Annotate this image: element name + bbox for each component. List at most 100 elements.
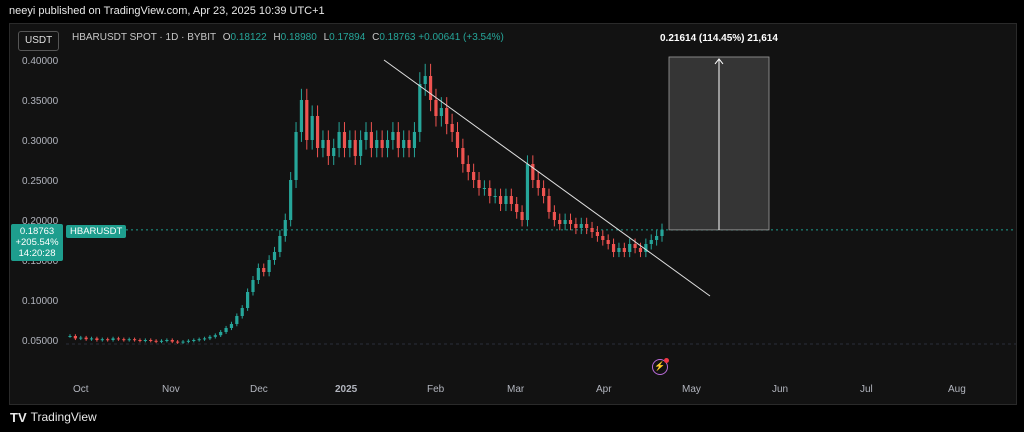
candle-body: [202, 338, 207, 340]
y-tick-label: 0.05000: [22, 336, 59, 347]
candle-body: [547, 196, 551, 212]
candle-body: [418, 84, 422, 132]
candle-body: [278, 236, 282, 252]
candle-body: [353, 140, 357, 156]
candle-body: [240, 308, 244, 316]
candle-body: [590, 228, 594, 232]
candle-body: [391, 132, 395, 140]
candle-body: [246, 292, 250, 308]
candle-body: [396, 132, 400, 148]
x-tick-label: Nov: [162, 384, 180, 395]
x-tick-label: 2025: [335, 384, 358, 395]
candle-body: [407, 140, 411, 148]
chart-panel[interactable]: 0.40000 0.35000 0.30000 0.25000 0.20000 0.150…: [9, 23, 1017, 405]
candle-body: [504, 196, 508, 204]
candle-body: [439, 108, 443, 116]
candle-body: [299, 100, 304, 132]
candle-body: [79, 337, 83, 339]
candle-body: [611, 244, 616, 252]
candle-body: [208, 336, 212, 339]
candle-body: [89, 338, 94, 340]
measure-tool-label: 0.21614 (114.45%) 21,614: [660, 33, 778, 44]
measure-arrow-head: [714, 58, 724, 65]
notification-dot: [664, 358, 669, 363]
candle-body: [159, 340, 164, 342]
x-tick-label: Aug: [948, 384, 966, 395]
candle-body: [165, 340, 169, 341]
candle-body: [106, 339, 110, 341]
y-tick-label: 0.25000: [22, 176, 59, 187]
candle-body: [337, 132, 341, 148]
candle-body: [219, 332, 223, 336]
candle-body: [552, 212, 556, 220]
symbol-price-label: HBARUSDT: [66, 225, 127, 238]
candle-body: [95, 338, 99, 340]
legend-low: 0.17894: [329, 32, 366, 43]
candle-body: [542, 188, 546, 196]
candle-body: [251, 280, 255, 292]
published-header: neeyi published on TradingView.com, Apr …: [9, 5, 325, 17]
y-tick-label: 0.35000: [22, 96, 59, 107]
candle-body: [472, 172, 476, 180]
candle-body: [493, 196, 497, 197]
candle-body: [332, 148, 336, 156]
candle-body: [283, 220, 287, 236]
currency-button[interactable]: USDT: [18, 31, 60, 51]
candle-body: [364, 132, 368, 140]
candle-body: [488, 188, 492, 196]
trendline: [383, 59, 711, 297]
candle-body: [477, 180, 481, 188]
x-tick-label: Dec: [250, 384, 268, 395]
tradingview-footer[interactable]: TV TradingView: [10, 409, 97, 425]
candle-body: [498, 196, 503, 204]
candle-body: [289, 180, 293, 220]
flash-icon[interactable]: ⚡: [652, 359, 668, 375]
candle-body: [568, 220, 573, 224]
last-price-badge: 0.18763 +205.54% 14:20:28: [11, 224, 63, 261]
candle-body: [127, 339, 131, 341]
candle-body: [402, 140, 406, 148]
y-tick-label: 0.20000: [22, 216, 59, 227]
candle-body: [213, 335, 217, 337]
candle-body: [305, 100, 309, 140]
last-price: 0.18763: [19, 226, 55, 237]
legend-high-label: H: [273, 32, 281, 43]
price-change-percent: +205.54%: [15, 237, 59, 248]
candle-body: [122, 339, 126, 341]
candle-body: [531, 164, 535, 180]
candle-body: [385, 140, 390, 148]
candle-body: [655, 236, 659, 240]
candle-body: [520, 212, 524, 220]
candle-body: [224, 328, 228, 332]
candle-body: [412, 132, 417, 148]
y-tick-label: 0.40000: [22, 56, 59, 67]
candle-body: [428, 76, 433, 100]
candle-body: [644, 244, 648, 252]
candle-body: [143, 340, 147, 341]
price-chart[interactable]: 0.40000 0.35000 0.30000 0.25000 0.20000 0.150…: [10, 24, 1017, 405]
x-tick-label: Apr: [596, 384, 612, 395]
candle-body: [466, 164, 470, 172]
candle-body: [455, 132, 460, 148]
x-tick-label: Jul: [860, 384, 873, 395]
candle-body: [585, 224, 589, 228]
candle-body: [262, 268, 266, 272]
tradingview-logo-icon: TV: [10, 409, 27, 425]
legend-change: +0.00641 (+3.54%): [418, 32, 504, 43]
candle-body: [482, 188, 486, 189]
x-tick-label: Feb: [427, 384, 445, 395]
candle-body: [132, 339, 137, 341]
candle-body: [294, 132, 298, 180]
candle-body: [111, 338, 115, 340]
candle-body: [579, 224, 583, 228]
candle-body: [601, 236, 605, 240]
symbol-legend: HBARUSDT SPOT · 1D · BYBIT O0.18122 H0.1…: [72, 32, 504, 43]
candle-body: [186, 340, 190, 342]
legend-close-label: C: [372, 32, 380, 43]
x-tick-label: May: [682, 384, 701, 395]
legend-high: 0.18980: [280, 32, 317, 43]
candle-body: [423, 76, 427, 84]
y-tick-label: 0.10000: [22, 296, 59, 307]
candle-body: [359, 140, 363, 156]
candle-body: [434, 100, 438, 116]
